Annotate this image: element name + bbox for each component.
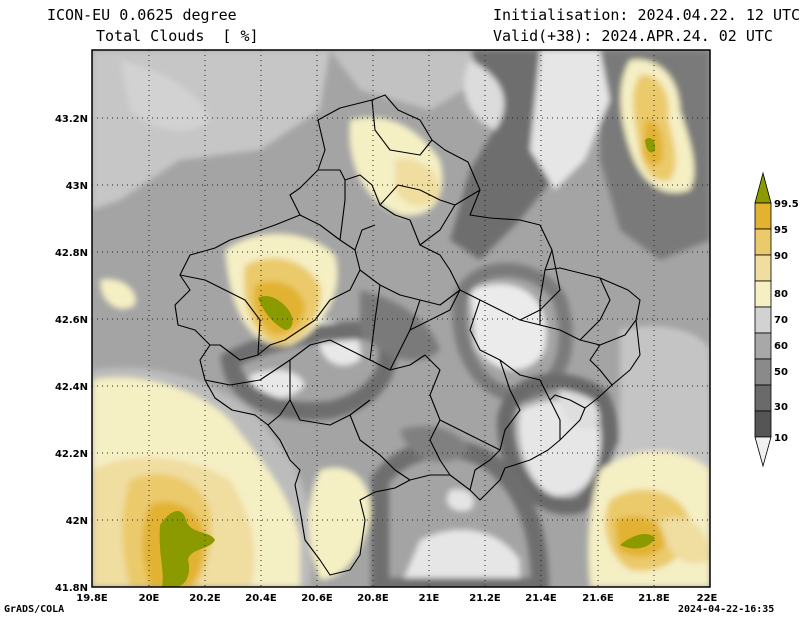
legend-swatch [754,436,772,468]
legend-label: 70 [774,315,788,326]
lon-axis: 19.8E 20E 20.2E 20.4E 20.6E 20.8E 21E 21… [76,593,717,604]
lon-label: 21.6E [582,593,614,604]
lon-label: 22E [697,593,718,604]
lat-label: 43.2N [55,114,88,125]
lon-label: 20.6E [301,593,333,604]
legend-label: 60 [774,341,788,352]
legend-swatch [754,384,772,412]
legend-swatch [754,306,772,334]
field-title: Total Clouds [ %] [96,27,259,45]
legend-label: 99.5 [774,199,799,210]
legend-swatch [754,254,772,282]
graticule [92,50,710,587]
init-time: Initialisation: 2024.04.22. 12 UTC [493,6,800,24]
lon-label: 20E [139,593,160,604]
legend-swatch [754,202,772,230]
legend-swatch [754,410,772,438]
lon-label: 21.4E [525,593,557,604]
legend-swatch [754,280,772,308]
lon-label: 19.8E [76,593,108,604]
lat-label: 41.8N [55,583,88,594]
lat-label: 42.6N [55,315,88,326]
legend-label: 90 [774,251,788,262]
footer-software: GrADS/COLA [4,604,65,615]
valid-time: Valid(+38): 2024.APR.24. 02 UTC [493,27,773,45]
cloud-field [92,50,710,587]
lat-label: 43N [66,181,88,192]
legend-label: 10 [774,433,788,444]
footer-timestamp: 2024-04-22-16:35 [678,604,775,615]
legend-label: 50 [774,367,788,378]
map-frame [91,49,711,588]
lat-label: 42.4N [55,382,88,393]
lon-label: 21.8E [638,593,670,604]
lat-axis: 43.2N 43N 42.8N 42.6N 42.4N 42.2N 42N 41… [55,114,88,594]
legend-label: 80 [774,289,788,300]
lat-label: 42.2N [55,449,88,460]
legend-swatch [754,228,772,256]
lat-label: 42N [66,516,88,527]
lon-label: 20.2E [189,593,221,604]
model-title: ICON-EU 0.0625 degree [47,6,237,24]
color-legend [754,171,772,468]
lon-label: 21E [419,593,440,604]
legend-label: 95 [774,225,788,236]
lon-label: 20.4E [245,593,277,604]
legend-label: 30 [774,402,788,413]
legend-swatch [754,171,772,204]
legend-swatch [754,358,772,386]
lat-label: 42.8N [55,248,88,259]
cloud-max-zone [159,510,215,587]
lon-label: 20.8E [357,593,389,604]
lon-label: 21.2E [469,593,501,604]
legend-swatch [754,332,772,360]
admin-borders [174,94,641,576]
legend-labels: 99.5 95 90 80 70 60 50 30 10 [774,199,799,444]
